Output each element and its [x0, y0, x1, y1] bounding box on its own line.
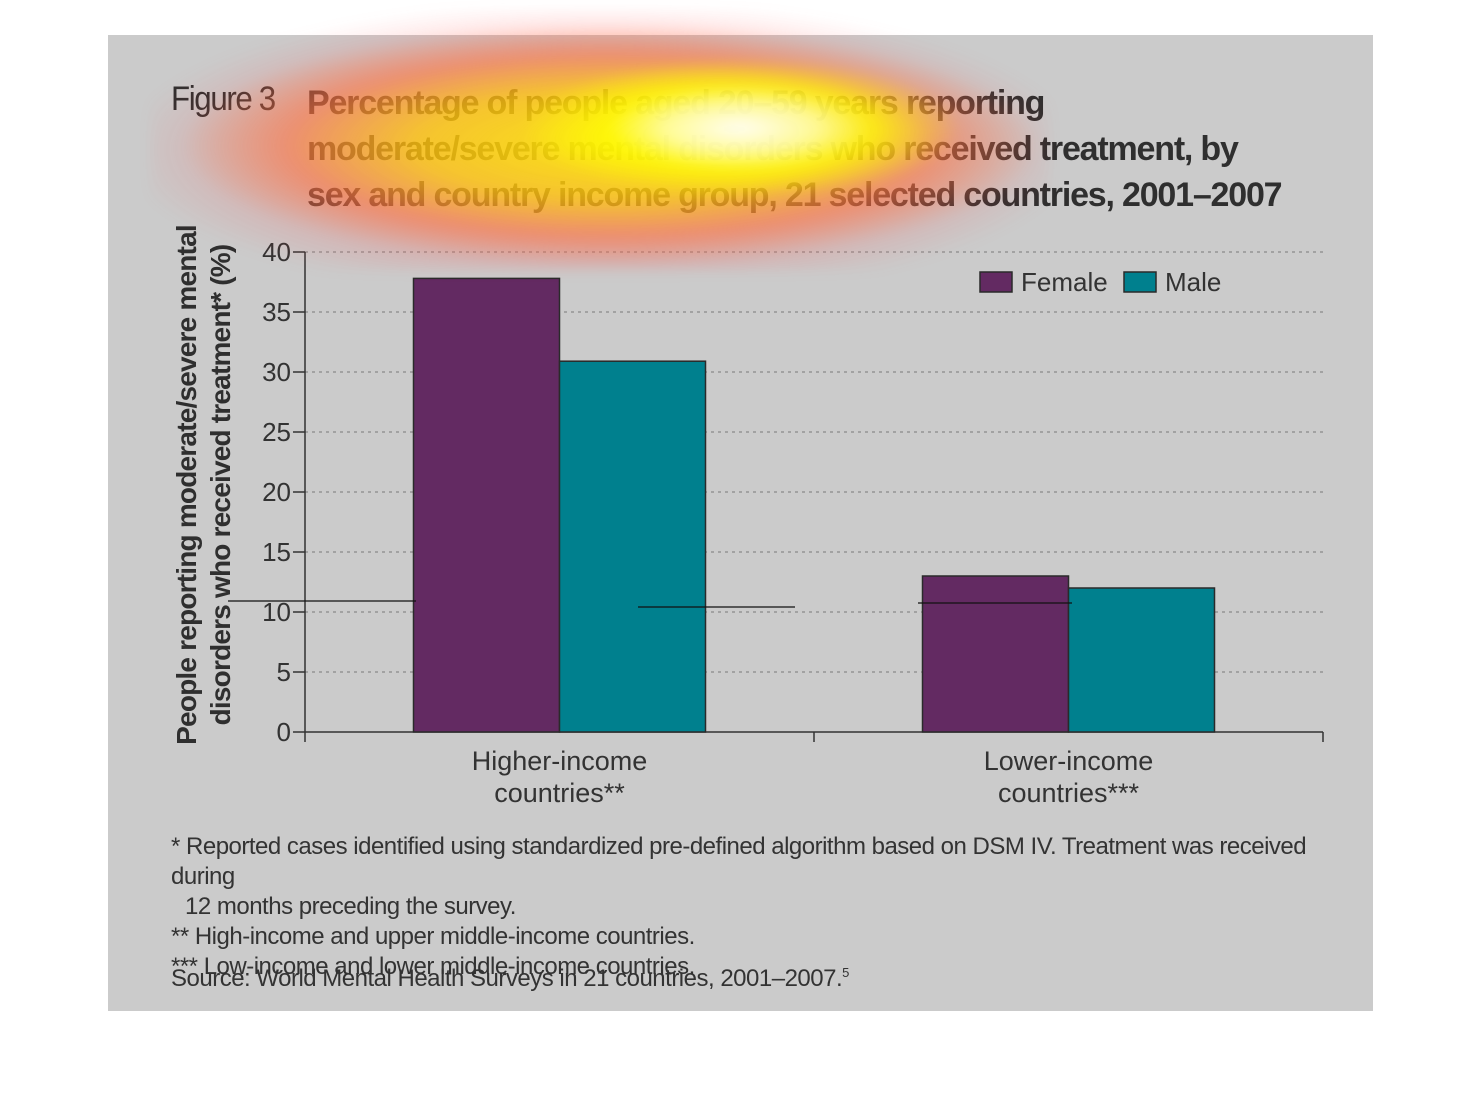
source-text: Source: World Mental Health Surveys in 2… — [171, 965, 843, 992]
x-category-label: countries** — [494, 778, 625, 808]
footnotes: * Reported cases identified using standa… — [171, 832, 1331, 982]
legend-label-male: Male — [1165, 267, 1221, 297]
bar-female — [921, 575, 1070, 733]
source-reference: 5 — [842, 965, 849, 980]
legend-swatch-male — [1123, 271, 1157, 293]
y-tick-label: 15 — [262, 537, 291, 567]
footnote-1: * Reported cases identified using standa… — [171, 833, 1307, 890]
bar-male — [558, 360, 707, 733]
x-category-label: Higher-income — [472, 746, 648, 776]
footnote-2: ** High-income and upper middle-income c… — [171, 923, 695, 950]
legend-swatch-female — [979, 271, 1013, 293]
y-tick-label: 20 — [262, 477, 291, 507]
bar-female — [412, 277, 561, 733]
y-tick-label: 30 — [262, 357, 291, 387]
footnote-1-continued: 12 months preceding the survey. — [185, 893, 516, 920]
y-tick-label: 0 — [277, 717, 291, 747]
y-tick-label: 25 — [262, 417, 291, 447]
source-note: Source: World Mental Health Surveys in 2… — [171, 965, 849, 993]
y-tick-label: 10 — [262, 597, 291, 627]
y-tick-label: 35 — [262, 297, 291, 327]
bar-male — [1067, 587, 1216, 733]
x-category-label: countries*** — [998, 778, 1140, 808]
x-category-label: Lower-income — [984, 746, 1154, 776]
legend-label-female: Female — [1021, 267, 1108, 297]
y-tick-label: 40 — [262, 237, 291, 267]
y-tick-label: 5 — [277, 657, 291, 687]
footnote-3: *** Low-income and lower middle-income c… — [171, 953, 695, 980]
